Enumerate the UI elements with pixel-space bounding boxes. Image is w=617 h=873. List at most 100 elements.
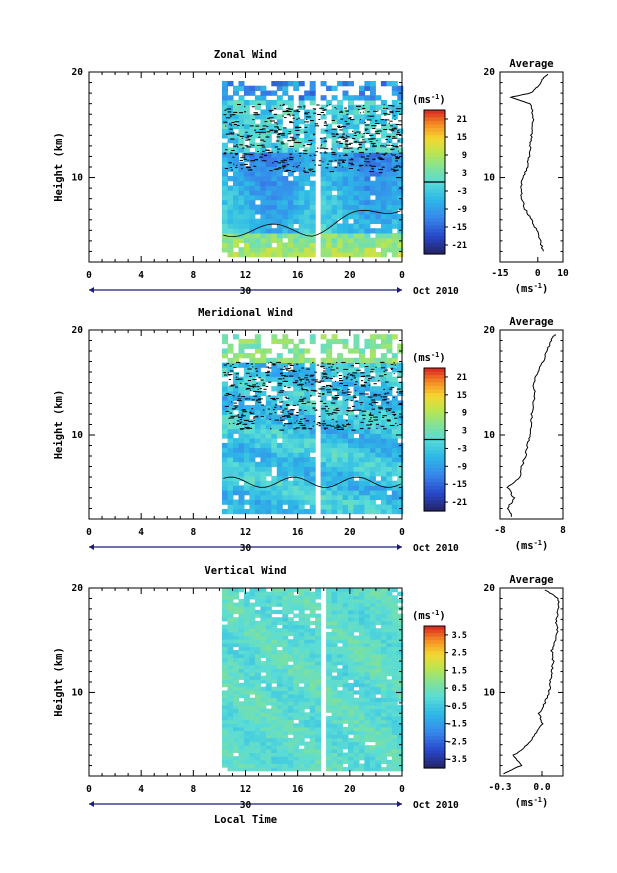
heatmap-cell	[233, 85, 239, 91]
heatmap-cell	[227, 756, 234, 761]
heatmap-cell	[287, 419, 294, 425]
heatmap-cell	[304, 499, 311, 505]
heatmap-cell	[326, 737, 333, 743]
heatmap-cell	[287, 694, 294, 699]
heatmap-cell	[326, 653, 333, 658]
heatmap-cell	[386, 428, 393, 434]
heatmap-cell	[309, 723, 316, 728]
heatmap-cell	[287, 767, 294, 772]
heatmap-cell	[276, 719, 283, 724]
heatmap-cell	[298, 494, 305, 500]
heatmap-cell	[293, 395, 300, 401]
heatmap-cell	[364, 128, 371, 134]
heatmap-cell	[375, 661, 382, 666]
heatmap-cell	[249, 433, 256, 439]
heatmap-cell	[260, 509, 267, 515]
heatmap-cell	[243, 119, 250, 125]
heatmap-cell	[353, 176, 360, 182]
contour-segment	[292, 370, 297, 372]
heatmap-cell	[386, 104, 393, 110]
heatmap-cell	[298, 157, 305, 163]
heatmap-cell	[276, 741, 283, 746]
heatmap-cell	[304, 433, 311, 439]
heatmap-cell	[293, 471, 300, 477]
heatmap-cell	[375, 343, 382, 349]
heatmap-cell	[243, 409, 250, 415]
heatmap-cell	[309, 620, 316, 626]
heatmap-cell	[391, 400, 398, 406]
heatmap-cell	[287, 452, 294, 458]
heatmap-cell	[298, 233, 305, 239]
heatmap-cell	[375, 428, 382, 434]
heatmap-cell	[369, 405, 376, 411]
heatmap-cell	[326, 400, 333, 406]
heatmap-cell	[353, 602, 360, 607]
heatmap-cell	[304, 675, 311, 680]
heatmap-cell	[320, 161, 327, 167]
heatmap-cell	[331, 157, 338, 163]
heatmap-cell	[364, 609, 371, 615]
heatmap-cell	[265, 642, 272, 647]
contour-segment	[338, 375, 342, 376]
contour-segment	[251, 399, 255, 401]
heatmap-cell	[353, 161, 360, 167]
contour-segment	[365, 149, 368, 151]
heatmap-cell	[348, 228, 354, 234]
heatmap-cell	[331, 195, 338, 201]
heatmap-cell	[359, 104, 365, 110]
heatmap-cell	[359, 705, 365, 710]
heatmap-cell	[298, 247, 305, 253]
heatmap-cell	[359, 686, 365, 691]
contour-segment	[257, 151, 259, 152]
heatmap-cell	[282, 701, 289, 706]
heatmap-cell	[287, 712, 294, 717]
heatmap-cell	[276, 357, 283, 363]
heatmap-cell	[337, 485, 344, 491]
heatmap-cell	[254, 334, 261, 340]
heatmap-cell	[315, 591, 322, 596]
colorbar-swatch	[424, 503, 445, 509]
heatmap-cell	[282, 424, 289, 430]
heatmap-cell	[287, 428, 294, 434]
heatmap-cell	[309, 85, 316, 91]
heatmap-cell	[326, 433, 333, 439]
heatmap-cell	[331, 204, 338, 210]
heatmap-cell	[353, 447, 360, 453]
heatmap-cell	[386, 166, 393, 172]
heatmap-cell	[287, 199, 294, 205]
heatmap-cell	[282, 228, 289, 234]
heatmap-cell	[386, 471, 393, 477]
heatmap-cell	[249, 490, 256, 496]
heatmap-cell	[364, 242, 371, 248]
contour-segment	[297, 384, 301, 386]
heatmap-cell	[353, 480, 360, 486]
colorbar-swatch	[424, 200, 445, 205]
heatmap-cell	[353, 166, 360, 172]
heatmap-cell	[359, 433, 365, 439]
contour-segment	[376, 428, 378, 429]
heatmap-cell	[243, 109, 250, 115]
heatmap-cell	[233, 639, 239, 644]
heatmap-cell	[309, 252, 316, 258]
heatmap-cell	[282, 509, 289, 515]
heatmap-cell	[249, 218, 256, 224]
heatmap-cell	[276, 715, 283, 721]
heatmap-cell	[287, 357, 294, 363]
heatmap-cell	[298, 657, 305, 662]
heatmap-cell	[249, 748, 256, 753]
contour-segment	[308, 168, 311, 170]
contour-segment	[314, 123, 319, 125]
contour-segment	[304, 171, 309, 173]
heatmap-cell	[342, 95, 349, 101]
colorbar-swatch	[424, 371, 445, 376]
heatmap-cell	[243, 343, 250, 349]
heatmap-cell	[260, 719, 267, 724]
contour-segment	[380, 367, 386, 369]
heatmap-cell	[315, 664, 322, 669]
heatmap-cell	[348, 419, 354, 425]
contour-segment	[356, 409, 362, 411]
colorbar-swatch	[424, 196, 445, 201]
contour-segment	[339, 383, 343, 384]
heatmap-cell	[391, 763, 398, 768]
contour-segment	[387, 420, 391, 422]
